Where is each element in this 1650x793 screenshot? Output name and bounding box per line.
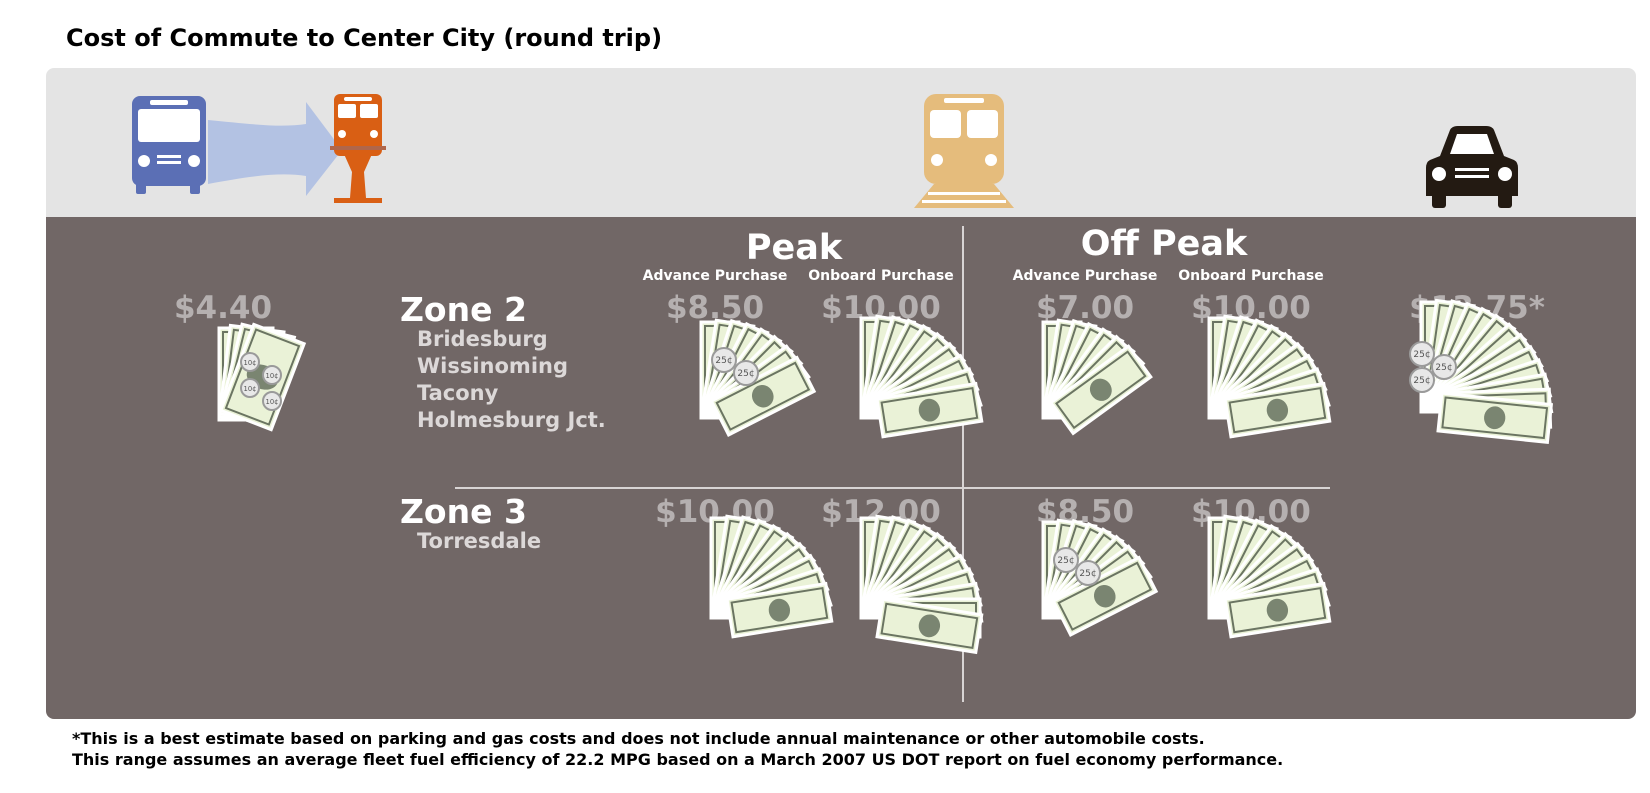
period-divider [962, 226, 964, 702]
zone-divider [455, 487, 1330, 489]
coin-icon: 25¢ [1409, 341, 1435, 367]
coin-icon: 25¢ [1053, 547, 1079, 573]
zone-2-station: Bridesburg [417, 327, 548, 351]
trolley-icon [330, 94, 386, 203]
dollar-bill-icon [725, 581, 834, 639]
zone-2-station: Wissinoming [417, 354, 568, 378]
regional-rail-icon [914, 94, 1014, 208]
coin-icon: 25¢ [1075, 560, 1101, 586]
peak-advance-purchase-label: Advance Purchase [642, 268, 788, 284]
offpeak-onboard-purchase-label: Onboard Purchase [1178, 268, 1324, 284]
coin-icon: 10¢ [262, 391, 282, 411]
cost-panel [46, 217, 1636, 719]
off-peak-header: Off Peak [1080, 224, 1248, 264]
zone-2-offpeak-advance-price: $7.00 [1035, 290, 1135, 326]
dollar-bill-icon [1436, 391, 1554, 445]
dollar-bill-icon [1048, 344, 1153, 436]
coin-label: 25¢ [1413, 376, 1430, 386]
chart-title: Cost of Commute to Center City (round tr… [66, 24, 663, 52]
zone-3-station: Torresdale [417, 529, 542, 553]
footnote-car-estimate: *This is a best estimate based on parkin… [72, 729, 1205, 748]
dollar-bill-icon [1223, 581, 1332, 639]
zone-2-offpeak-advance-cash-fan [1041, 318, 1153, 436]
zone-3-offpeak-onboard-cash-fan [1207, 514, 1332, 639]
peak-header: Peak [745, 228, 843, 268]
bus-price: $4.40 [173, 290, 273, 326]
coin-label: 25¢ [1057, 556, 1074, 566]
dollar-bill-icon [1223, 381, 1332, 439]
bus-icon [132, 96, 206, 194]
coin-icon: 25¢ [733, 360, 759, 386]
coin-label: 10¢ [266, 398, 279, 406]
car-icon [1426, 126, 1518, 208]
zone-2-station: Tacony [417, 381, 499, 405]
coin-label: 10¢ [244, 359, 257, 367]
bus-to-trolley-icons [132, 94, 386, 203]
peak-onboard-purchase-label: Onboard Purchase [808, 268, 954, 284]
coin-icon: 10¢ [262, 365, 282, 385]
offpeak-advance-purchase-label: Advance Purchase [1012, 268, 1158, 284]
coin-icon: 25¢ [1431, 354, 1457, 380]
bus-cash-fan: 10¢ 10¢ 10¢ 10¢ [217, 322, 307, 432]
zone-2-peak-advance-cash-fan: 25¢ 25¢ [699, 318, 817, 437]
zone-2-offpeak-onboard-cash-fan [1207, 314, 1332, 439]
footnote-fuel-efficiency: This range assumes an average fleet fuel… [72, 750, 1284, 769]
transfer-arrow-icon [208, 102, 342, 196]
coin-icon: 25¢ [711, 347, 737, 373]
zone-3-label: Zone 3 [400, 492, 527, 531]
zone-3-peak-advance-cash-fan [709, 514, 834, 639]
coin-label: 10¢ [266, 372, 279, 380]
car-cash-fan: 25¢ 25¢ 25¢ [1409, 298, 1554, 445]
coin-icon: 10¢ [240, 352, 260, 372]
dollar-bill-icon [875, 381, 984, 439]
coin-label: 25¢ [715, 356, 732, 366]
coin-icon: 10¢ [240, 378, 260, 398]
zone-2-peak-onboard-cash-fan [859, 314, 984, 439]
zone-3-offpeak-advance-cash-fan: 25¢ 25¢ [1041, 518, 1159, 637]
coin-label: 25¢ [1413, 350, 1430, 360]
coin-label: 25¢ [1079, 569, 1096, 579]
coin-label: 10¢ [244, 385, 257, 393]
coin-icon: 25¢ [1409, 367, 1435, 393]
zone-2-station: Holmesburg Jct. [417, 408, 606, 432]
coin-label: 25¢ [1435, 363, 1452, 373]
zone-2-label: Zone 2 [400, 290, 527, 329]
coin-label: 25¢ [737, 369, 754, 379]
dollar-bill-icon [875, 597, 984, 655]
zone-3-peak-onboard-cash-fan [859, 514, 984, 655]
